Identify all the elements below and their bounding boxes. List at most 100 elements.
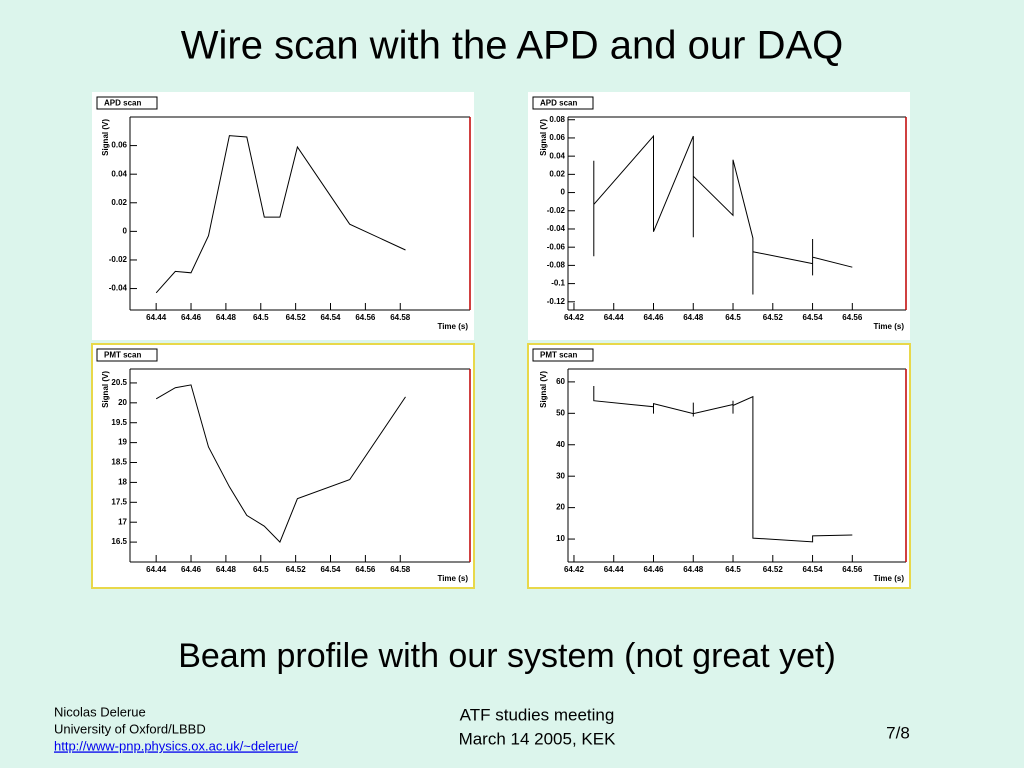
x-tick-label: 64.46: [181, 313, 202, 322]
chart-background: [527, 343, 911, 589]
y-tick-label: -0.02: [109, 255, 128, 264]
x-tick-label: 64.5: [253, 565, 269, 574]
x-tick-label: 64.46: [643, 313, 664, 322]
chart: PMT scan 10 20 30 40 50 60 64.42 64.44 64.46 64.48…: [527, 343, 911, 589]
chart-title: APD scan: [540, 99, 577, 108]
x-tick-label: 64.58: [390, 313, 411, 322]
chart-background: [528, 92, 910, 340]
y-tick-label: 20.5: [111, 378, 127, 387]
chart-background: [92, 92, 474, 340]
y-tick-label: -0.08: [547, 261, 566, 270]
x-tick-label: 64.44: [146, 565, 167, 574]
data-line: [155, 384, 406, 543]
x-axis-label: Time (s): [873, 322, 904, 331]
x-tick-label: 64.54: [803, 565, 824, 574]
chart: APD scan -0.12 -0.1 -0.08 -0.06 -0.04 -0.02 0 0.…: [528, 92, 910, 340]
data-line: [593, 134, 853, 295]
x-tick-label: 64.5: [725, 313, 741, 322]
footer-link[interactable]: http://www-pnp.physics.ox.ac.uk/~delerue…: [54, 738, 298, 753]
footer-affiliation: University of Oxford/LBBD: [54, 721, 206, 736]
x-tick-label: 64.46: [181, 565, 202, 574]
chart-title-box: [96, 348, 158, 362]
x-tick-label: 64.44: [604, 313, 625, 322]
x-axis-label: Time (s): [437, 322, 468, 331]
chart-background: [91, 343, 475, 589]
x-tick-label: 64.52: [286, 565, 307, 574]
x-tick-label: 64.56: [842, 313, 863, 322]
y-tick-label: 19.5: [111, 418, 127, 427]
y-tick-label: -0.06: [547, 242, 566, 251]
x-tick-label: 64.52: [763, 313, 784, 322]
y-axis-label: Signal (V): [101, 119, 110, 156]
x-tick-label: 64.58: [390, 565, 411, 574]
y-tick-label: 50: [556, 408, 565, 417]
x-tick-label: 64.5: [253, 313, 269, 322]
x-tick-label: 64.44: [146, 313, 167, 322]
y-tick-label: 18.5: [111, 458, 127, 467]
x-tick-label: 64.48: [216, 565, 237, 574]
chart: PMT scan 16.5 17 17.5 18 18.5 19 19.5 20 20.5 64.4…: [91, 343, 475, 589]
y-tick-label: 60: [556, 377, 565, 386]
y-axis-label: Signal (V): [539, 371, 548, 408]
y-tick-label: 20: [118, 398, 127, 407]
x-tick-label: 64.48: [216, 313, 237, 322]
y-tick-label: 0.04: [549, 151, 565, 160]
y-tick-label: 0.06: [111, 141, 127, 150]
y-tick-label: 0.02: [111, 198, 127, 207]
chart: APD scan -0.04 -0.02 0 0.02 0.04 0.06 64.44 64.4…: [92, 92, 474, 340]
x-tick-label: 64.52: [286, 313, 307, 322]
y-tick-label: -0.12: [547, 297, 566, 306]
y-tick-label: 17: [118, 517, 127, 526]
x-tick-label: 64.48: [683, 313, 704, 322]
slide-subtitle: Beam profile with our system (not great …: [178, 637, 836, 675]
y-tick-label: 0.02: [549, 169, 565, 178]
y-tick-label: 0: [123, 226, 128, 235]
y-tick-label: -0.04: [547, 224, 566, 233]
y-tick-label: 0.08: [549, 115, 565, 124]
chart-title: PMT scan: [540, 351, 577, 360]
y-tick-label: -0.04: [109, 284, 128, 293]
y-tick-label: 17.5: [111, 497, 127, 506]
x-tick-label: 64.54: [320, 313, 341, 322]
data-line: [155, 135, 406, 294]
x-tick-label: 64.46: [643, 565, 664, 574]
y-tick-label: 16.5: [111, 537, 127, 546]
chart-title-box: [96, 96, 158, 110]
x-tick-label: 64.42: [564, 313, 585, 322]
x-tick-label: 64.56: [355, 565, 376, 574]
footer-date: March 14 2005, KEK: [459, 729, 617, 748]
y-tick-label: -0.02: [547, 206, 566, 215]
chart-title-box: [532, 348, 594, 362]
x-tick-label: 64.48: [683, 565, 704, 574]
x-tick-label: 64.54: [803, 313, 824, 322]
x-tick-label: 64.52: [763, 565, 784, 574]
y-tick-label: 0.04: [111, 169, 127, 178]
y-axis-label: Signal (V): [539, 119, 548, 156]
y-tick-label: 0.06: [549, 133, 565, 142]
x-tick-label: 64.44: [604, 565, 625, 574]
slide-title: Wire scan with the APD and our DAQ: [181, 24, 844, 68]
y-tick-label: 0: [561, 188, 566, 197]
y-tick-label: 19: [118, 438, 127, 447]
chart-title-box: [532, 96, 594, 110]
y-tick-label: 40: [556, 440, 565, 449]
y-tick-label: 20: [556, 503, 565, 512]
y-tick-label: 10: [556, 534, 565, 543]
x-axis-label: Time (s): [873, 574, 904, 583]
x-tick-label: 64.54: [320, 565, 341, 574]
chart-title: APD scan: [104, 99, 141, 108]
data-line: [593, 386, 853, 543]
x-tick-label: 64.42: [564, 565, 585, 574]
x-tick-label: 64.56: [355, 313, 376, 322]
y-tick-label: -0.1: [551, 279, 565, 288]
x-tick-label: 64.56: [842, 565, 863, 574]
y-tick-label: 18: [118, 478, 127, 487]
x-axis-label: Time (s): [437, 574, 468, 583]
footer-page: 7/8: [886, 723, 910, 742]
y-axis-label: Signal (V): [101, 371, 110, 408]
x-tick-label: 64.5: [725, 565, 741, 574]
y-tick-label: 30: [556, 471, 565, 480]
footer-author: Nicolas Delerue: [54, 704, 146, 719]
chart-title: PMT scan: [104, 351, 141, 360]
